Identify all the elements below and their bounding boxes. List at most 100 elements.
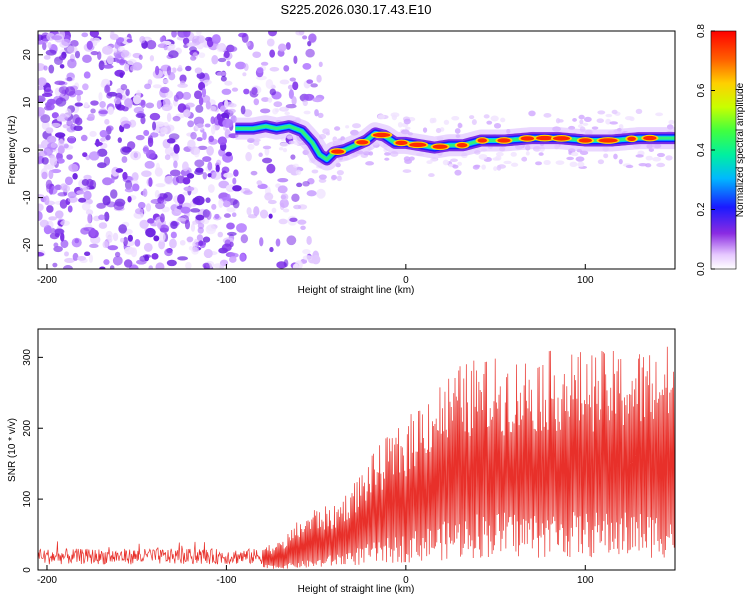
noise-blob xyxy=(311,254,321,265)
noise-blob xyxy=(169,169,181,177)
sidelobe-blob xyxy=(503,160,512,165)
noise-blob xyxy=(72,172,78,180)
noise-blob xyxy=(185,261,192,269)
noise-blob xyxy=(302,180,310,187)
noise-blob xyxy=(145,102,155,109)
noise-blob xyxy=(138,54,143,60)
noise-blob xyxy=(110,177,115,184)
sidelobe-blob xyxy=(303,110,311,115)
noise-blob xyxy=(43,55,51,60)
noise-blob xyxy=(302,249,311,255)
spectrogram-y-tick-label: 20 xyxy=(22,49,33,61)
noise-blob xyxy=(145,227,156,238)
colorbar-tick-label: 0.2 xyxy=(696,202,707,216)
noise-blob xyxy=(94,141,103,146)
noise-blob xyxy=(166,112,172,123)
sidelobe-blob xyxy=(569,161,578,168)
noise-blob xyxy=(86,178,94,188)
noise-blob xyxy=(210,124,216,135)
noise-blob xyxy=(195,214,205,221)
noise-blob xyxy=(293,55,298,64)
ridge-hotspot xyxy=(536,135,554,141)
noise-blob xyxy=(297,219,307,225)
noise-blob xyxy=(137,201,146,209)
noise-blob xyxy=(149,55,155,62)
sidelobe-blob xyxy=(655,112,664,117)
noise-blob xyxy=(191,247,199,255)
noise-blob xyxy=(66,154,73,160)
sidelobe-blob xyxy=(493,122,502,129)
noise-blob xyxy=(285,104,297,109)
noise-blob xyxy=(288,89,294,100)
noise-blob xyxy=(142,254,152,259)
noise-blob xyxy=(38,85,45,91)
noise-blob xyxy=(112,232,119,242)
noise-blob xyxy=(73,125,83,132)
noise-blob xyxy=(102,45,113,55)
noise-blob xyxy=(141,170,152,177)
noise-blob xyxy=(130,150,142,161)
noise-blob xyxy=(198,240,204,247)
sidelobe-blob xyxy=(645,155,653,161)
sidelobe-blob xyxy=(566,156,574,161)
noise-blob xyxy=(48,216,57,221)
noise-blob xyxy=(253,98,260,106)
noise-blob xyxy=(39,219,49,228)
snr-series-line xyxy=(38,346,675,569)
noise-blob xyxy=(269,49,276,58)
noise-blob xyxy=(205,224,217,235)
sidelobe-blob xyxy=(578,114,585,120)
sidelobe-blob xyxy=(282,148,288,153)
noise-blob xyxy=(226,193,231,203)
noise-blob xyxy=(43,89,54,95)
noise-blob xyxy=(98,60,105,71)
noise-blob xyxy=(90,100,99,106)
sidelobe-blob xyxy=(665,155,673,161)
noise-blob xyxy=(219,262,225,269)
sidelobe-blob xyxy=(402,169,412,173)
noise-blob xyxy=(107,245,119,251)
noise-blob xyxy=(102,177,113,186)
noise-blob xyxy=(98,214,106,221)
noise-blob xyxy=(218,198,224,209)
noise-blob xyxy=(277,177,289,183)
noise-blob xyxy=(50,122,61,128)
sidelobe-blob xyxy=(597,159,605,165)
noise-blob xyxy=(225,151,232,157)
noise-blob xyxy=(204,123,211,128)
noise-blob xyxy=(56,115,65,122)
snr-x-tick-label: -200 xyxy=(37,575,57,586)
ridge-hotspot xyxy=(477,138,488,143)
noise-blob xyxy=(123,259,133,268)
ridge-hotspot xyxy=(643,135,657,141)
noise-blob xyxy=(76,94,82,102)
noise-blob xyxy=(163,44,168,51)
noise-blob xyxy=(71,237,82,248)
noise-blob xyxy=(182,161,189,172)
noise-blob xyxy=(78,197,87,203)
noise-blob xyxy=(115,168,124,173)
noise-blob xyxy=(154,190,160,199)
noise-blob xyxy=(183,186,195,192)
noise-blob xyxy=(127,195,132,203)
noise-blob xyxy=(86,40,93,50)
sidelobe-blob xyxy=(579,150,589,155)
sidelobe-blob xyxy=(538,152,544,156)
noise-blob xyxy=(102,240,109,249)
noise-blob xyxy=(306,235,312,246)
noise-blob xyxy=(99,100,106,109)
noise-blob xyxy=(194,67,203,74)
noise-blob xyxy=(43,225,52,235)
noise-blob xyxy=(140,99,146,109)
noise-blob xyxy=(66,76,73,82)
sidelobe-blob xyxy=(495,155,502,161)
noise-blob xyxy=(132,62,143,71)
colorbar-tick-label: 0.0 xyxy=(696,262,707,276)
noise-blob xyxy=(59,54,66,61)
noise-blob xyxy=(222,118,234,128)
noise-blob xyxy=(196,234,204,242)
noise-blob xyxy=(287,84,294,90)
noise-blob xyxy=(41,157,49,165)
sidelobe-blob xyxy=(258,152,263,157)
